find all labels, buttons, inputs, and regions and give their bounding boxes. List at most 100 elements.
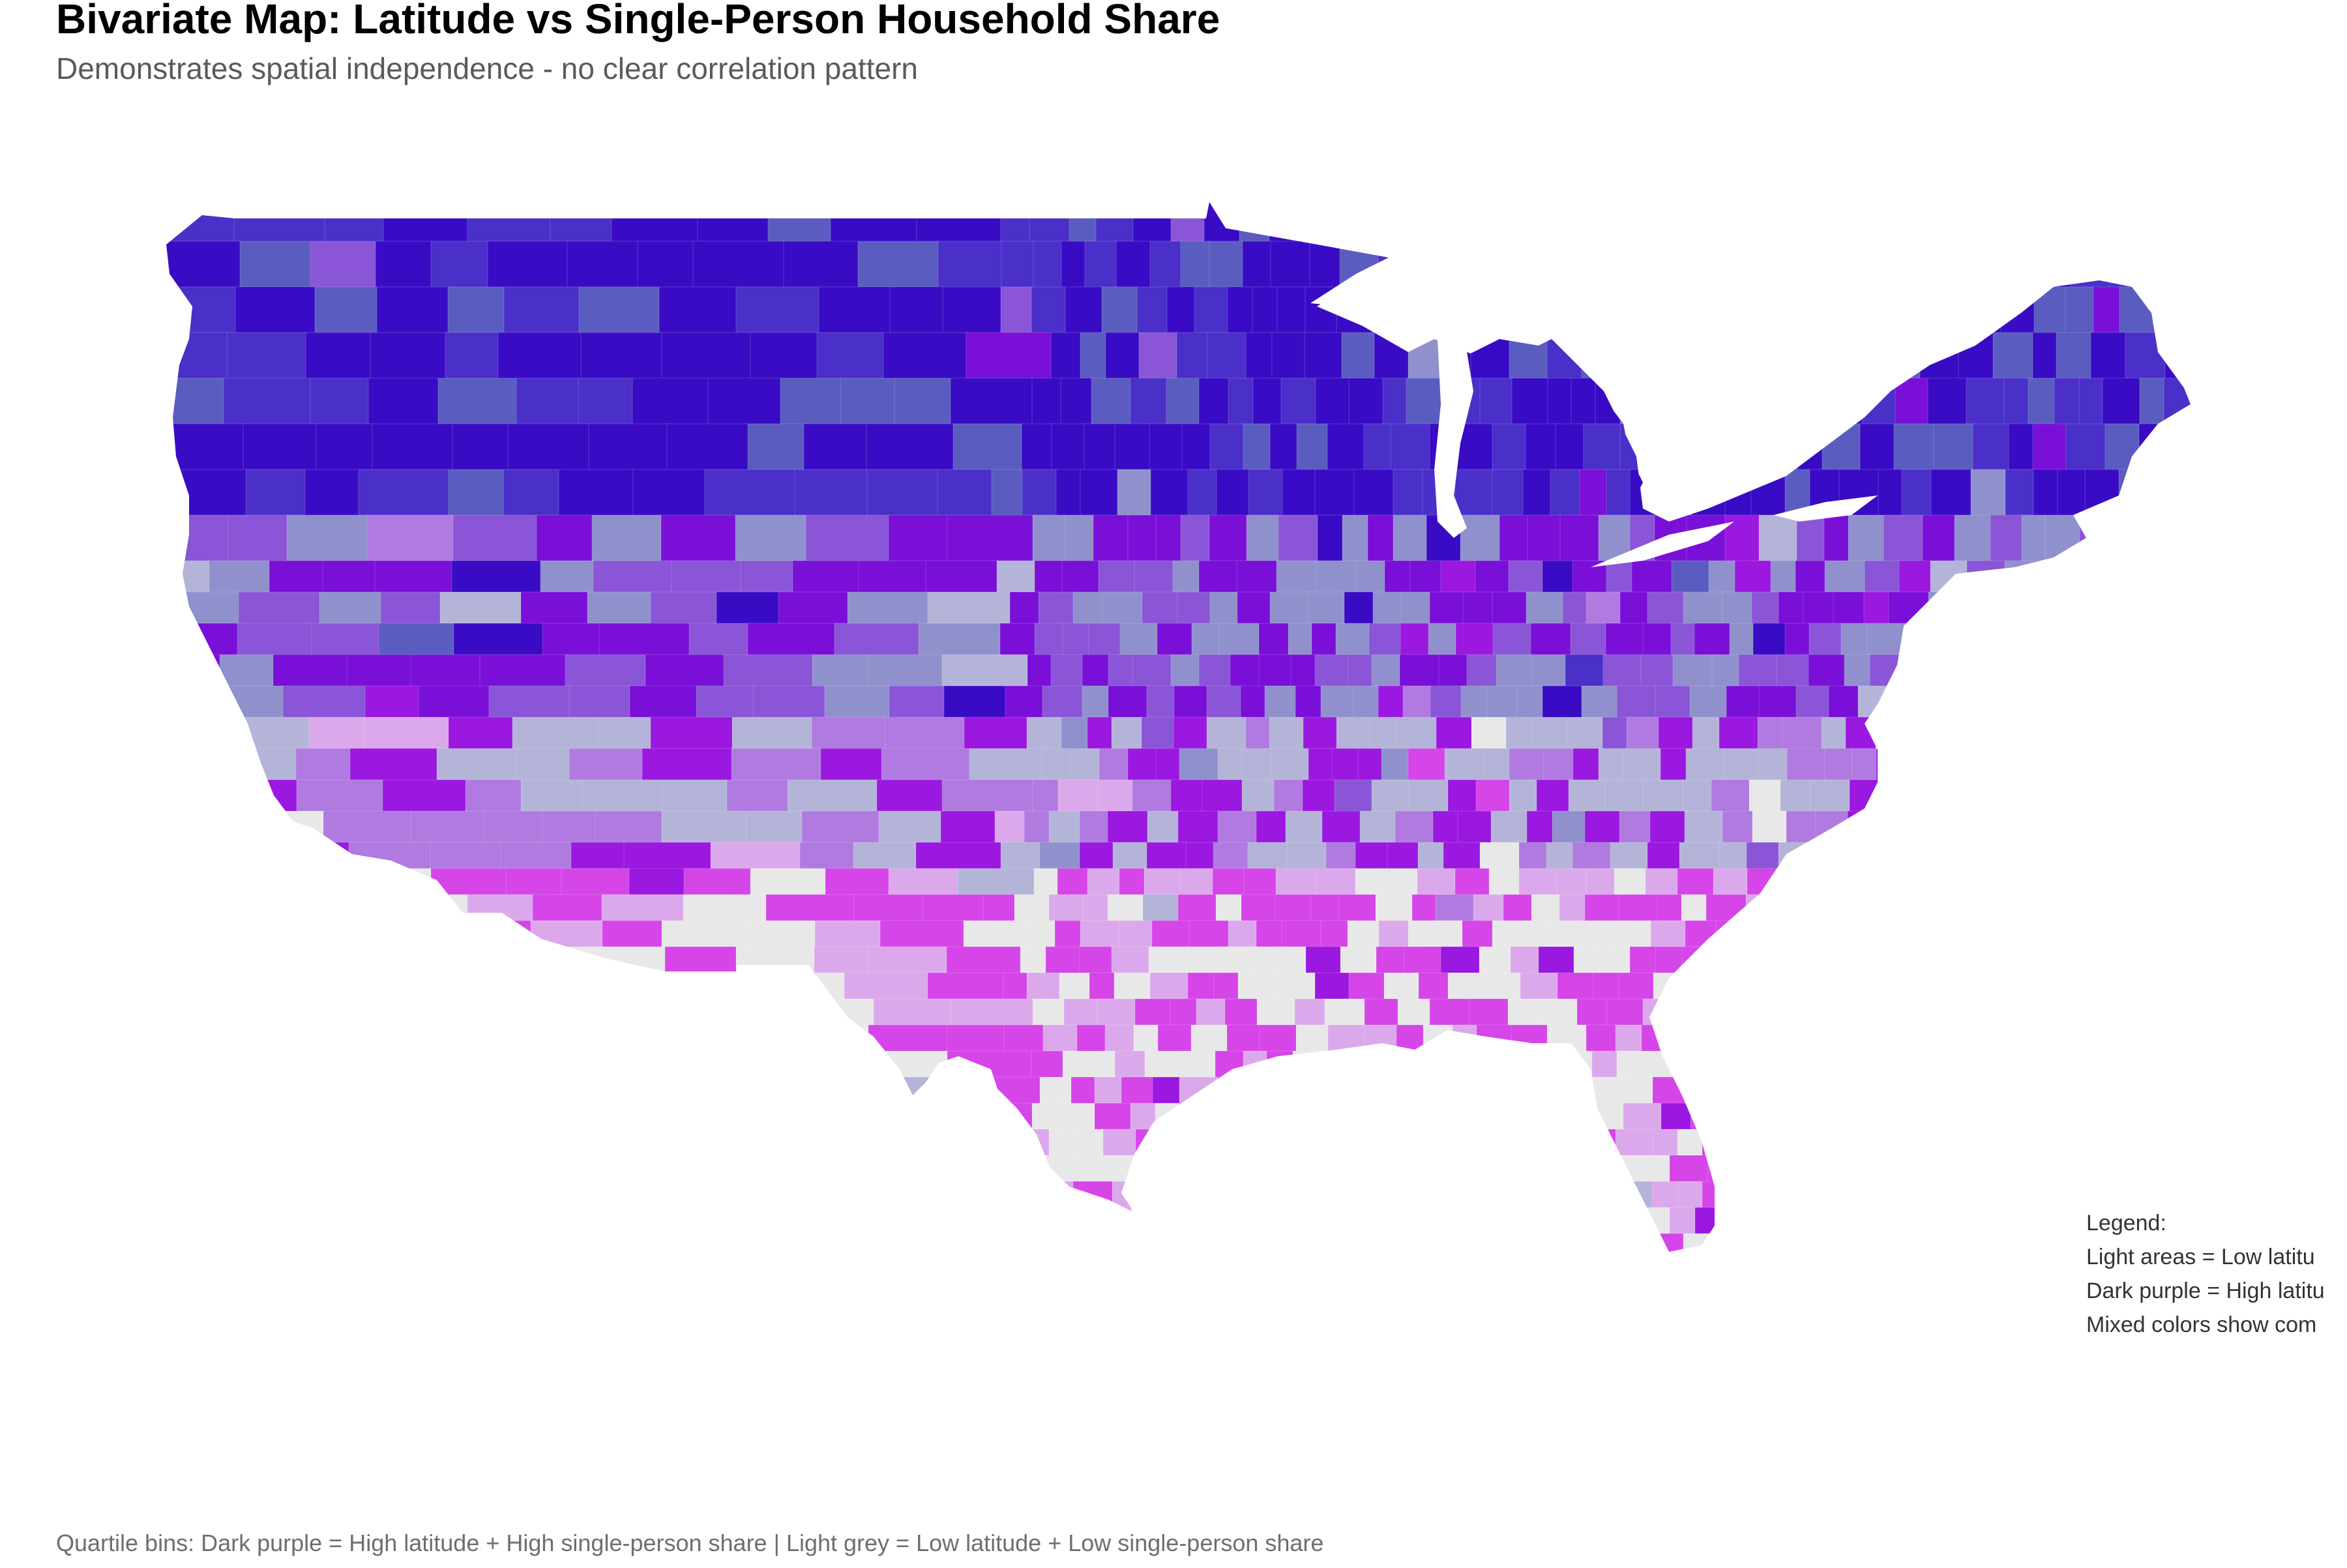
- county-cell: [1820, 1233, 1861, 1252]
- county-cell: [380, 591, 441, 625]
- county-cell: [1562, 591, 1587, 625]
- county-cell: [1700, 1260, 1730, 1286]
- county-cell: [1315, 377, 1350, 425]
- county-cell: [1516, 1207, 1547, 1235]
- county-cell: [1666, 332, 1707, 379]
- county-cell: [166, 868, 223, 896]
- county-cell: [1867, 623, 1906, 656]
- county-cell: [1808, 868, 1843, 896]
- county-cell: [378, 998, 441, 1026]
- county-cell: [1432, 920, 1464, 948]
- county-cell: [1424, 1050, 1460, 1078]
- county-cell: [1759, 1129, 1790, 1157]
- county-cell: [792, 560, 860, 593]
- county-cell: [1960, 1102, 1999, 1131]
- county-cell: [591, 514, 662, 562]
- county-cell: [1119, 868, 1145, 896]
- county-cell: [1702, 1129, 1734, 1157]
- county-cell: [1796, 514, 1825, 562]
- county-cell: [2153, 1155, 2190, 1183]
- county-cell: [1891, 685, 1923, 718]
- county-cell: [1542, 560, 1574, 593]
- county-cell: [1979, 1129, 2009, 1157]
- county-cell: [166, 1207, 214, 1235]
- county-cell: [710, 842, 801, 870]
- county-cell: [1216, 469, 1250, 516]
- county-cell: [750, 332, 818, 379]
- county-cell: [822, 1233, 889, 1252]
- county-cell: [1411, 894, 1437, 922]
- county-cell: [2032, 423, 2067, 471]
- county-cell: [1990, 514, 2023, 562]
- county-cell: [1181, 423, 1211, 471]
- county-cell: [1924, 1102, 1962, 1131]
- county-cell: [1095, 202, 1134, 243]
- county-cell: [889, 286, 944, 334]
- county-cell: [1097, 779, 1134, 812]
- county-cell: [2035, 1181, 2073, 1209]
- county-cell: [1141, 717, 1175, 750]
- county-cell: [1642, 998, 1677, 1026]
- county-cell: [2193, 1181, 2223, 1208]
- county-cell: [1138, 332, 1178, 379]
- county-cell: [1430, 286, 1458, 334]
- county-cell: [1200, 1233, 1228, 1252]
- county-cell: [1039, 842, 1081, 870]
- county-cell: [361, 972, 422, 1000]
- county-cell: [346, 654, 412, 687]
- county-cell: [1303, 1076, 1344, 1104]
- county-cell: [1476, 1024, 1513, 1052]
- county-cell: [1875, 717, 1900, 750]
- county-cell: [1705, 998, 1745, 1026]
- county-cell: [637, 1102, 691, 1131]
- county-cell: [2155, 1024, 2182, 1052]
- county-cell: [1206, 717, 1247, 750]
- county-cell: [1786, 810, 1817, 844]
- county-cell: [488, 685, 570, 718]
- county-cell: [1209, 1181, 1242, 1209]
- county-cell: [1890, 920, 1927, 948]
- county-cell: [1286, 842, 1327, 870]
- county-cell: [1770, 1050, 1811, 1078]
- county-cell: [1557, 972, 1595, 1000]
- county-cell: [166, 1181, 218, 1209]
- county-cell: [1972, 1181, 2013, 1209]
- county-cell: [2028, 377, 2056, 425]
- county-cell: [462, 1050, 524, 1078]
- county-cell: [1816, 1129, 1854, 1157]
- county-cell: [1769, 202, 1798, 243]
- county-cell: [1438, 654, 1468, 687]
- county-cell: [1544, 241, 1581, 288]
- county-cell: [1898, 717, 1925, 750]
- county-cell: [807, 1050, 863, 1078]
- county-cell: [1782, 998, 1822, 1026]
- county-cell: [1612, 1181, 1653, 1209]
- county-cell: [767, 202, 832, 243]
- county-cell: [1331, 748, 1359, 781]
- county-cell: [1166, 377, 1200, 425]
- county-cell: [2021, 842, 2056, 870]
- county-cell: [866, 423, 954, 471]
- county-cell: [1029, 202, 1070, 243]
- county-cell: [1889, 842, 1929, 870]
- county-cell: [1781, 894, 1810, 922]
- county-cell: [1570, 623, 1607, 656]
- county-cell: [1001, 241, 1035, 288]
- county-cell: [1652, 1076, 1690, 1104]
- county-cell: [1418, 972, 1449, 1000]
- county-cell: [1207, 332, 1247, 379]
- county-cell: [547, 972, 603, 1000]
- county-cell: [2024, 1260, 2048, 1286]
- county-cell: [1230, 654, 1260, 687]
- county-cell: [1821, 717, 1847, 750]
- county-cell: [1726, 685, 1760, 718]
- county-cell: [726, 1050, 809, 1078]
- county-cell: [166, 946, 246, 974]
- county-cell: [1069, 202, 1097, 243]
- county-cell: [2132, 1076, 2161, 1104]
- county-cell: [1683, 377, 1708, 425]
- county-cell: [1859, 1233, 1899, 1252]
- county-cell: [1084, 423, 1116, 471]
- county-cell: [436, 1129, 491, 1157]
- county-cell: [1835, 1102, 1868, 1131]
